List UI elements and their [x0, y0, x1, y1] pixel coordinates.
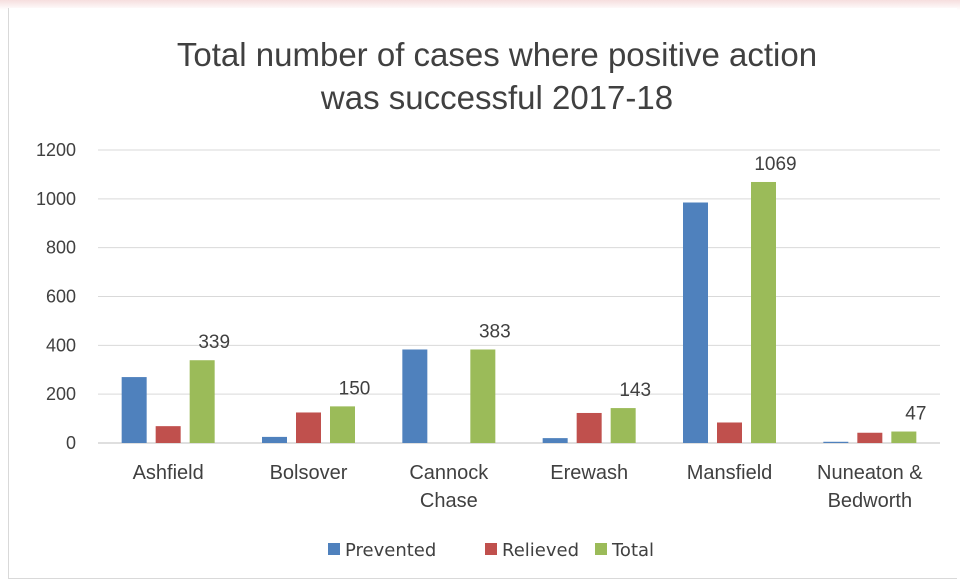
bar-total — [891, 431, 917, 443]
category-label: Erewash — [550, 462, 628, 484]
y-tick-label: 1200 — [36, 140, 76, 160]
chart-frame — [8, 8, 957, 579]
legend: Prevented Relieved Total — [328, 540, 654, 561]
chart-title: Total number of cases where positive act… — [177, 36, 817, 116]
gridlines — [98, 149, 940, 444]
y-tick-label: 1000 — [36, 189, 76, 209]
y-tick-label: 400 — [46, 335, 76, 355]
y-tick-label: 600 — [46, 287, 76, 307]
bar-prevented — [683, 202, 708, 443]
data-label: 339 — [198, 332, 230, 353]
data-label: 1069 — [754, 154, 796, 175]
legend-swatch-total — [595, 543, 607, 555]
bar-total — [751, 181, 776, 443]
bar-prevented — [262, 436, 287, 443]
bar-total — [470, 349, 496, 443]
y-axis-tick-labels: 0 200 400 600 800 1000 1200 — [36, 140, 76, 453]
x-axis-category-labels: Ashfield Bolsover Cannock Chase Erewash Mansf… — [133, 462, 924, 512]
bar-relieved — [296, 412, 321, 443]
chart-title-line-1: Total number of cases where positive act… — [177, 36, 817, 73]
legend-label-prevented: Prevented — [345, 540, 436, 561]
chart-title-line-2: was successful 2017-18 — [320, 79, 673, 116]
y-tick-label: 800 — [46, 238, 76, 258]
bar-relieved — [576, 412, 602, 443]
y-tick-label: 200 — [46, 384, 76, 404]
bar-prevented — [402, 349, 428, 443]
bar-total — [610, 408, 636, 443]
data-label: 150 — [339, 378, 371, 399]
decorative-background-strip — [0, 0, 960, 10]
legend-label-relieved: Relieved — [502, 540, 579, 561]
bar-relieved — [155, 426, 181, 443]
category-label: Chase — [420, 490, 478, 512]
bar-prevented — [542, 438, 568, 443]
category-label: Bedworth — [828, 490, 913, 512]
category-label: Ashfield — [133, 462, 204, 484]
legend-label-total: Total — [611, 540, 654, 561]
legend-swatch-prevented — [328, 543, 340, 555]
category-label: Mansfield — [687, 462, 773, 484]
bar-relieved — [717, 422, 742, 443]
data-label: 143 — [619, 380, 651, 401]
data-label: 383 — [479, 321, 511, 342]
category-label: Bolsover — [270, 462, 348, 484]
bar-total — [330, 406, 355, 443]
bar-prevented — [121, 377, 147, 443]
category-label: Cannock — [409, 462, 489, 484]
data-labels: 339 150 383 143 1069 47 — [198, 154, 926, 425]
data-label: 47 — [905, 404, 926, 425]
legend-swatch-relieved — [485, 543, 497, 555]
bar-prevented — [823, 441, 849, 443]
category-label: Nuneaton & — [817, 462, 923, 484]
bars — [121, 181, 917, 443]
y-tick-label: 0 — [66, 433, 76, 453]
bar-total — [189, 360, 215, 443]
bar-relieved — [857, 432, 883, 443]
